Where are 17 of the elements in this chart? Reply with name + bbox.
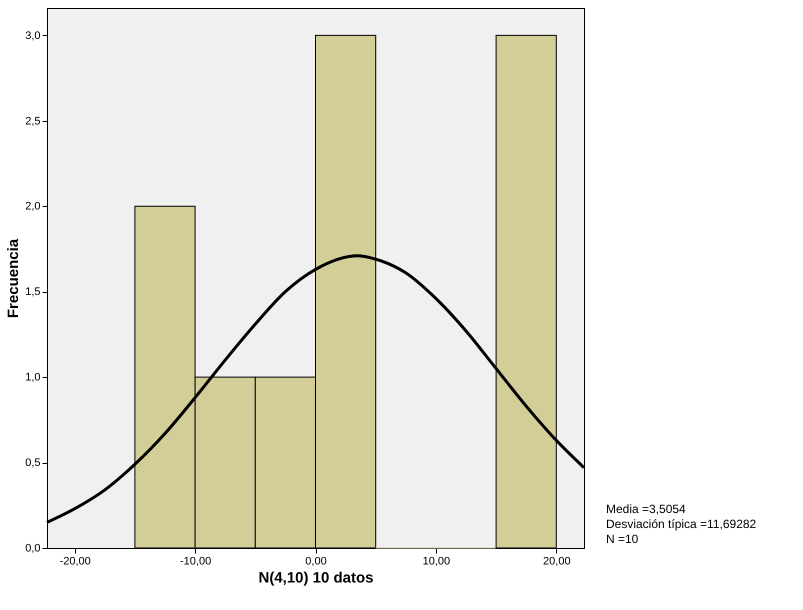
x-tick-label: -20,00 — [60, 556, 91, 568]
y-tick-label: 0,0 — [25, 542, 40, 554]
y-tick-label: 2,0 — [25, 200, 40, 213]
x-tick-label: 20,00 — [543, 556, 571, 568]
x-tick-label: 10,00 — [422, 556, 450, 568]
x-tick-label: -10,00 — [180, 556, 212, 568]
y-axis-title: Frecuencia — [5, 238, 22, 318]
y-tick-label: 0,5 — [25, 457, 40, 470]
y-tick-label: 3,0 — [25, 30, 40, 42]
x-tick-label: 0,00 — [305, 556, 327, 568]
y-tick-label: 1,5 — [25, 286, 40, 298]
text: Media =3,5054 — [606, 502, 686, 516]
text: N =10 — [606, 532, 639, 546]
text: Desviación típica =11,69282 — [606, 517, 757, 531]
x-axis-title: N(4,10) 10 datos — [258, 570, 374, 586]
y-tick-label: 2,5 — [25, 115, 40, 128]
y-tick-label: 1,0 — [25, 372, 40, 384]
